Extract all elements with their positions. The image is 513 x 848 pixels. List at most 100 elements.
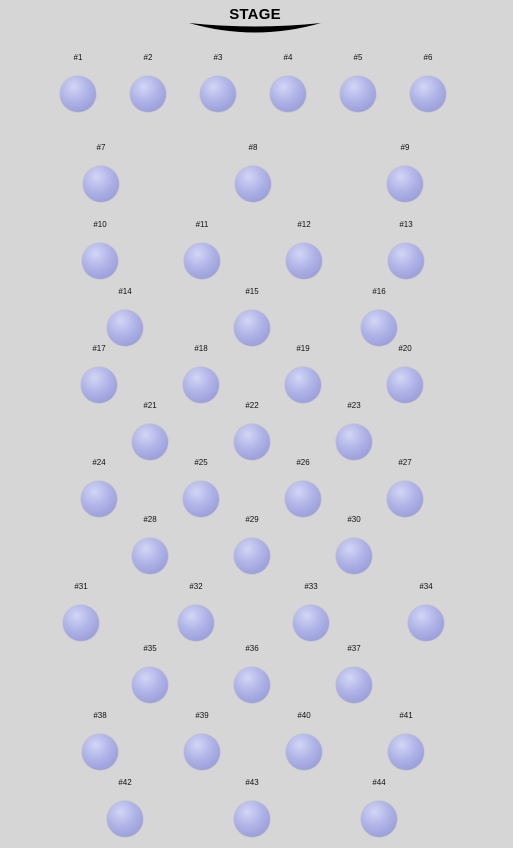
seat-circle[interactable] <box>183 481 219 517</box>
seat-label: #5 <box>353 53 363 62</box>
seat[interactable]: #13 <box>388 219 424 279</box>
seat-circle[interactable] <box>83 166 119 202</box>
seat-circle[interactable] <box>63 605 99 641</box>
seat[interactable]: #30 <box>336 514 372 574</box>
seat-circle[interactable] <box>234 667 270 703</box>
seat-circle[interactable] <box>178 605 214 641</box>
seat-circle[interactable] <box>200 76 236 112</box>
seat[interactable]: #12 <box>286 219 322 279</box>
seat-circle[interactable] <box>82 734 118 770</box>
seat[interactable]: #21 <box>132 400 168 460</box>
seat[interactable]: #8 <box>235 142 271 202</box>
seat[interactable]: #23 <box>336 400 372 460</box>
seat[interactable]: #14 <box>107 286 143 346</box>
seat[interactable]: #24 <box>81 457 117 517</box>
seat-circle[interactable] <box>107 310 143 346</box>
seat-circle[interactable] <box>130 76 166 112</box>
seat[interactable]: #6 <box>410 52 446 112</box>
seat-label: #2 <box>143 53 153 62</box>
seat-circle[interactable] <box>81 481 117 517</box>
seat[interactable]: #22 <box>234 400 270 460</box>
seat[interactable]: #20 <box>387 343 423 403</box>
seat[interactable]: #28 <box>132 514 168 574</box>
seat-circle[interactable] <box>82 243 118 279</box>
seat-circle[interactable] <box>388 243 424 279</box>
seat[interactable]: #1 <box>60 52 96 112</box>
seat[interactable]: #29 <box>234 514 270 574</box>
seat[interactable]: #32 <box>178 581 214 641</box>
seat[interactable]: #38 <box>82 710 118 770</box>
seat-label: #30 <box>347 515 361 524</box>
seat-circle[interactable] <box>387 166 423 202</box>
seat-circle[interactable] <box>132 424 168 460</box>
seat-circle[interactable] <box>286 243 322 279</box>
seat[interactable]: #16 <box>361 286 397 346</box>
stage-label: STAGE <box>229 6 281 23</box>
seat-circle[interactable] <box>107 801 143 837</box>
seat-circle[interactable] <box>336 538 372 574</box>
seat-circle[interactable] <box>410 76 446 112</box>
seat-circle[interactable] <box>184 243 220 279</box>
seat-circle[interactable] <box>285 367 321 403</box>
seat[interactable]: #26 <box>285 457 321 517</box>
seat-circle[interactable] <box>234 801 270 837</box>
seat-circle[interactable] <box>336 424 372 460</box>
seat-label: #14 <box>118 287 132 296</box>
seat-label: #37 <box>347 644 361 653</box>
seat[interactable]: #25 <box>183 457 219 517</box>
seat[interactable]: #42 <box>107 777 143 837</box>
seat-circle[interactable] <box>361 801 397 837</box>
seat[interactable]: #36 <box>234 643 270 703</box>
seat-circle[interactable] <box>388 734 424 770</box>
seat[interactable]: #3 <box>200 52 236 112</box>
seat[interactable]: #5 <box>340 52 376 112</box>
seat-circle[interactable] <box>132 538 168 574</box>
seat-label: #31 <box>74 582 88 591</box>
seat[interactable]: #10 <box>82 219 118 279</box>
seat-label: #17 <box>92 344 106 353</box>
seat[interactable]: #41 <box>388 710 424 770</box>
seat-circle[interactable] <box>234 424 270 460</box>
seat-circle[interactable] <box>340 76 376 112</box>
seat[interactable]: #9 <box>387 142 423 202</box>
seat[interactable]: #2 <box>130 52 166 112</box>
seat[interactable]: #39 <box>184 710 220 770</box>
seat-circle[interactable] <box>60 76 96 112</box>
seat[interactable]: #34 <box>408 581 444 641</box>
seat-circle[interactable] <box>234 310 270 346</box>
seat-label: #29 <box>245 515 259 524</box>
seat-circle[interactable] <box>361 310 397 346</box>
seat[interactable]: #27 <box>387 457 423 517</box>
seat-circle[interactable] <box>285 481 321 517</box>
seat[interactable]: #11 <box>184 219 220 279</box>
seat-circle[interactable] <box>183 367 219 403</box>
seat-circle[interactable] <box>336 667 372 703</box>
seat-label: #40 <box>297 711 311 720</box>
seat-label: #6 <box>423 53 433 62</box>
seat-circle[interactable] <box>235 166 271 202</box>
seat[interactable]: #4 <box>270 52 306 112</box>
seat-circle[interactable] <box>81 367 117 403</box>
seat[interactable]: #19 <box>285 343 321 403</box>
seat-circle[interactable] <box>408 605 444 641</box>
seat-circle[interactable] <box>293 605 329 641</box>
seat-circle[interactable] <box>270 76 306 112</box>
seat[interactable]: #40 <box>286 710 322 770</box>
seat-circle[interactable] <box>286 734 322 770</box>
seat[interactable]: #43 <box>234 777 270 837</box>
seat-circle[interactable] <box>387 367 423 403</box>
seat[interactable]: #35 <box>132 643 168 703</box>
seat-circle[interactable] <box>132 667 168 703</box>
seat-circle[interactable] <box>387 481 423 517</box>
seat[interactable]: #18 <box>183 343 219 403</box>
seat[interactable]: #37 <box>336 643 372 703</box>
seat[interactable]: #31 <box>63 581 99 641</box>
seat-circle[interactable] <box>184 734 220 770</box>
seat[interactable]: #17 <box>81 343 117 403</box>
seat[interactable]: #44 <box>361 777 397 837</box>
seat[interactable]: #15 <box>234 286 270 346</box>
seat-circle[interactable] <box>234 538 270 574</box>
seat[interactable]: #7 <box>83 142 119 202</box>
seat[interactable]: #33 <box>293 581 329 641</box>
